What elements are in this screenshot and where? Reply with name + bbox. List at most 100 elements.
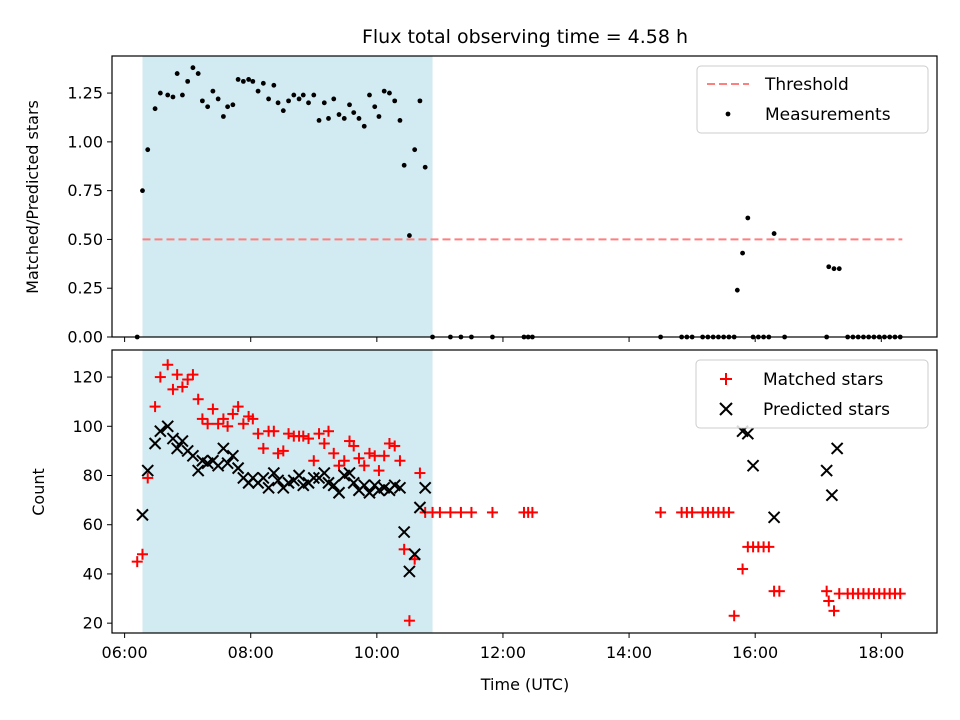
predicted-point — [141, 464, 154, 477]
predicted-point — [746, 459, 760, 472]
measurement-point — [361, 123, 367, 129]
matched-point — [136, 548, 148, 560]
measurement-point — [275, 100, 281, 106]
predicted-point — [397, 525, 411, 539]
measurement-point — [311, 92, 317, 98]
predicted-point — [347, 476, 360, 490]
predicted-point — [217, 442, 230, 455]
predicted-point — [413, 501, 427, 514]
count-panel-frame — [111, 349, 938, 634]
y-tick-label: 0.50 — [67, 230, 103, 249]
matched-point — [369, 450, 381, 462]
y-tick-label: 120 — [72, 368, 103, 387]
matched-point — [686, 506, 698, 518]
matched-point — [723, 506, 735, 518]
measurement-point — [235, 77, 241, 82]
count-legend-box — [695, 359, 929, 429]
matched-point — [823, 595, 835, 607]
matched-point — [192, 393, 204, 405]
y-tick-label: 1.00 — [67, 132, 103, 151]
x-axis-label: Time (UTC) — [480, 675, 569, 694]
measurement-point — [356, 116, 362, 121]
matched-point — [444, 506, 456, 518]
matched-point — [268, 425, 280, 437]
measurement-point — [734, 287, 740, 293]
matched-point — [318, 438, 330, 450]
legend-measurements-label: Measurements — [765, 105, 891, 125]
matched-point — [894, 588, 906, 600]
legend-measurements-swatch — [725, 111, 731, 117]
matched-point — [162, 359, 174, 371]
measurement-point — [199, 98, 205, 104]
measurement-point — [250, 78, 256, 84]
measurement-point — [185, 78, 191, 84]
matched-point — [821, 585, 833, 597]
measurement-point — [401, 162, 407, 168]
measurement-point — [266, 96, 271, 102]
y-tick-label: 1.25 — [67, 84, 103, 103]
matched-point — [217, 413, 229, 425]
x-tick-label: 06:00 — [102, 643, 148, 662]
measurement-point — [145, 147, 151, 153]
matched-point — [297, 430, 309, 442]
matched-point — [149, 401, 161, 413]
matched-point — [202, 418, 214, 430]
predicted-point — [830, 442, 844, 455]
measurement-point — [225, 104, 231, 110]
matched-point — [414, 467, 426, 479]
measurement-point — [280, 108, 286, 114]
measurement-point — [397, 117, 403, 123]
measurement-point — [376, 114, 382, 119]
y-tick-label: 0.75 — [67, 181, 103, 200]
predicted-point — [154, 425, 167, 438]
matched-point — [465, 506, 477, 518]
matched-point — [257, 442, 269, 454]
measurement-point — [240, 78, 246, 84]
legend-threshold-label: Threshold — [764, 75, 849, 95]
predicted-point — [166, 432, 180, 445]
matched-point — [655, 506, 667, 518]
matched-point — [237, 418, 249, 430]
matched-point — [131, 556, 143, 568]
matched-point — [322, 425, 334, 437]
predicted-point — [176, 434, 189, 448]
matched-point — [167, 383, 179, 395]
x-tick-label: 16:00 — [732, 643, 778, 662]
measurement-point — [180, 92, 185, 98]
measurement-point — [271, 82, 277, 88]
matched-point — [227, 408, 239, 420]
predicted-point — [161, 420, 174, 433]
predicted-point — [186, 449, 200, 463]
matched-point — [333, 460, 345, 472]
matched-point — [303, 433, 315, 445]
predicted-point — [358, 479, 371, 492]
matched-point — [252, 428, 264, 440]
predicted-point — [221, 456, 234, 470]
predicted-point — [148, 437, 162, 450]
measurement-point — [260, 80, 266, 86]
matched-point — [398, 543, 410, 555]
measurement-point — [381, 88, 387, 94]
measurement-point — [836, 266, 842, 272]
predicted-point — [170, 442, 184, 455]
y-tick-label: 100 — [72, 417, 103, 436]
predicted-point — [327, 479, 340, 492]
measurement-point — [190, 65, 196, 71]
measurement-point — [367, 92, 372, 98]
predicted-point — [267, 466, 281, 480]
measurement-point — [157, 90, 163, 96]
measurement-point — [210, 88, 216, 94]
predicted-point — [191, 464, 205, 477]
measurement-point — [152, 106, 158, 112]
matched-point — [212, 418, 224, 430]
matched-point — [389, 440, 401, 452]
x-tick-label: 14:00 — [606, 643, 652, 662]
matched-point — [358, 460, 370, 472]
observing-span — [142, 56, 433, 337]
measurement-point — [246, 77, 252, 82]
legend-matched-swatch — [720, 373, 732, 385]
matched-point — [383, 438, 395, 450]
ratio-panel-frame — [111, 55, 938, 338]
predicted-point — [363, 486, 376, 499]
measurement-point — [205, 104, 211, 110]
